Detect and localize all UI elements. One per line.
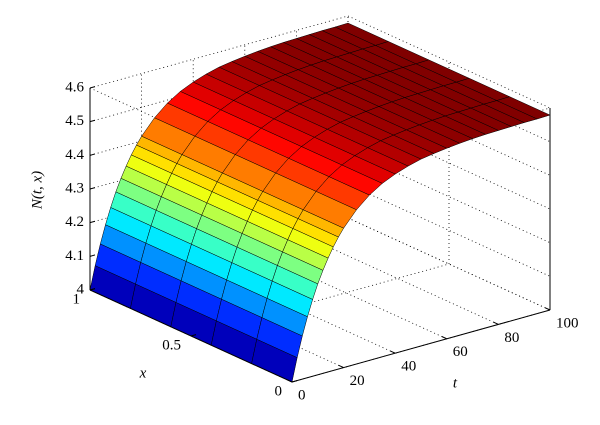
grid-line bbox=[89, 49, 349, 123]
z-tick-label: 4 bbox=[77, 281, 85, 297]
t-axis-label: t bbox=[453, 375, 458, 391]
x-tick bbox=[89, 288, 96, 291]
t-tick bbox=[286, 379, 293, 383]
t-tick-label: 60 bbox=[453, 344, 468, 360]
z-tick bbox=[89, 254, 96, 257]
x-tick-label: 0 bbox=[275, 383, 283, 399]
t-tick-label: 100 bbox=[556, 315, 579, 331]
x-axis-label: x bbox=[139, 365, 147, 381]
x-tick-label: 0.5 bbox=[162, 337, 181, 353]
grid-line bbox=[347, 183, 551, 277]
z-tick-label: 4.4 bbox=[65, 147, 84, 163]
z-tick bbox=[89, 86, 96, 89]
z-axis-label: N(t, x) bbox=[29, 171, 45, 210]
surface bbox=[89, 22, 551, 383]
x-tick bbox=[190, 334, 197, 337]
t-tick-label: 40 bbox=[401, 359, 416, 375]
t-tick-label: 20 bbox=[350, 373, 365, 389]
z-tick bbox=[89, 220, 96, 224]
z-tick-label: 4.1 bbox=[65, 248, 84, 264]
grid-line bbox=[89, 82, 349, 156]
t-tick bbox=[389, 350, 396, 354]
t-tick-label: 0 bbox=[298, 387, 306, 403]
z-tick-label: 4.5 bbox=[65, 113, 84, 129]
z-tick-label: 4.6 bbox=[65, 79, 84, 95]
t-tick bbox=[338, 364, 344, 369]
z-tick bbox=[89, 119, 96, 123]
t-tick bbox=[441, 336, 448, 340]
axes: 4 4.1 4.2 4.3 4.4 4.5 4.6 0 0.5 1 0 20 40 60 80 100 bbox=[65, 79, 578, 403]
z-tick bbox=[89, 153, 96, 156]
z-tick-label: 4.2 bbox=[65, 214, 84, 230]
z-tick-label: 4.3 bbox=[65, 180, 84, 196]
t-tick bbox=[544, 307, 551, 311]
t-tick-label: 80 bbox=[504, 330, 519, 346]
x-tick bbox=[291, 380, 298, 383]
grid-line bbox=[89, 15, 349, 89]
t-tick bbox=[493, 321, 499, 325]
t-axis bbox=[291, 309, 551, 383]
grid-line bbox=[347, 217, 551, 311]
x-tick-label: 1 bbox=[73, 291, 81, 307]
z-tick bbox=[89, 187, 96, 190]
grid-line bbox=[347, 15, 551, 109]
